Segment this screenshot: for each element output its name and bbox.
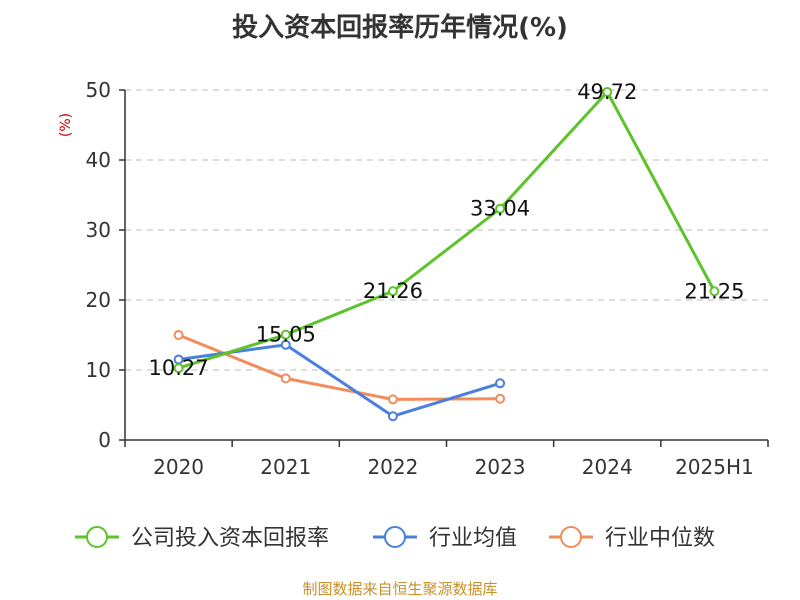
y-tick-label: 30	[86, 218, 111, 242]
x-tick-label: 2020	[153, 455, 204, 479]
legend-marker	[86, 526, 108, 548]
x-tick-label: 2024	[582, 455, 633, 479]
y-tick-label: 40	[86, 148, 111, 172]
data-point[interactable]	[280, 373, 291, 384]
y-tick-label: 0	[98, 428, 111, 452]
legend-label: 行业中位数	[605, 526, 715, 551]
legend[interactable]: 公司投入资本回报率 行业均值 行业中位数	[75, 526, 715, 551]
y-tick-label: 20	[86, 288, 111, 312]
series-lines	[173, 86, 720, 422]
legend-label: 行业均值	[429, 526, 517, 551]
data-label: 15.05	[256, 323, 316, 347]
legend-marker	[384, 526, 406, 548]
data-point[interactable]	[495, 203, 506, 214]
data-point[interactable]	[280, 339, 291, 350]
y-axis-unit: (%)	[58, 113, 74, 137]
grid-lines	[125, 89, 768, 371]
legend-item[interactable]: 公司投入资本回报率	[75, 526, 329, 551]
data-point[interactable]	[602, 86, 613, 97]
x-tick-label: 2022	[367, 455, 418, 479]
data-point[interactable]	[387, 394, 398, 405]
data-point[interactable]	[387, 286, 398, 297]
x-tick-label: 2021	[260, 455, 311, 479]
chart-title: 投入资本回报率历年情况(%)	[232, 12, 568, 43]
legend-item[interactable]: 行业均值	[373, 526, 517, 551]
data-label: 21.26	[363, 279, 423, 303]
data-point[interactable]	[495, 378, 506, 389]
data-point[interactable]	[280, 329, 291, 340]
data-point[interactable]	[709, 286, 720, 297]
x-tick-label: 2023	[475, 455, 526, 479]
data-point[interactable]	[173, 363, 184, 374]
data-labels: 10.27 15.05 21.26 33.04 49.72 21.25	[149, 80, 745, 380]
legend-marker	[560, 526, 582, 548]
series-line	[178, 333, 501, 401]
legend-label: 公司投入资本回报率	[131, 526, 329, 551]
data-point[interactable]	[173, 330, 184, 340]
data-label: 21.25	[684, 279, 744, 303]
series-line	[178, 90, 716, 370]
y-tick-label: 10	[86, 358, 111, 382]
series-0	[173, 86, 720, 374]
data-point[interactable]	[387, 411, 398, 422]
data-point[interactable]	[495, 393, 506, 404]
x-tick-label: 2025H1	[675, 455, 754, 479]
data-label: 10.27	[149, 356, 209, 380]
source-note: 制图数据来自恒生聚源数据库	[302, 580, 497, 598]
axes: 0 10 20 30 40 50 2020 2021 2022 2023 2024 2025H1	[86, 78, 769, 479]
series-2	[173, 330, 506, 405]
y-tick-label: 50	[86, 78, 111, 102]
legend-item[interactable]: 行业中位数	[549, 526, 715, 551]
data-label: 49.72	[577, 80, 637, 104]
data-label: 33.04	[470, 197, 530, 221]
